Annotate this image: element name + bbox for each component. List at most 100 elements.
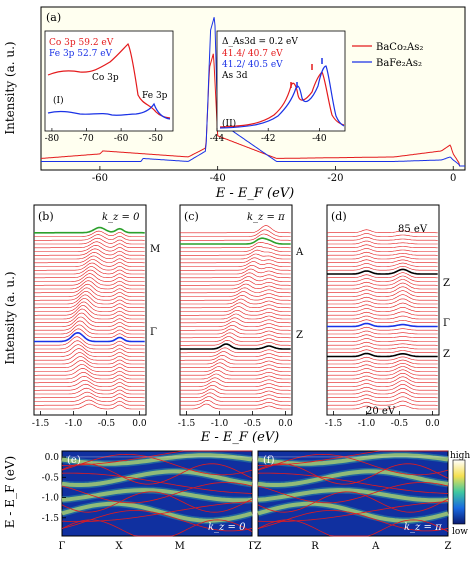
edc-curve <box>180 403 291 410</box>
edc-curve <box>180 332 291 339</box>
inset-xtick-label: -60 <box>114 134 129 144</box>
edc-curve <box>327 405 438 410</box>
edc-curve <box>34 380 145 387</box>
edc-curve <box>34 375 145 384</box>
edc-curve <box>34 403 145 410</box>
edc-curve <box>327 279 438 286</box>
edc-curve <box>34 399 145 406</box>
edc-curve <box>327 248 438 252</box>
panel-c-label-a: A <box>295 247 304 258</box>
edc-curve <box>327 259 438 264</box>
edc-curve <box>327 282 438 290</box>
edc-ylabel: Intensity (a. u.) <box>3 271 17 364</box>
edc-curve <box>180 325 291 331</box>
edc-curve <box>180 336 291 342</box>
edc-curve <box>327 302 438 309</box>
edc-curve <box>180 351 291 357</box>
edc-curve <box>327 322 438 328</box>
edc-curve <box>327 286 438 294</box>
calc-band-line <box>61 472 253 494</box>
edc-curve <box>34 336 145 346</box>
edc-curve <box>180 317 291 324</box>
band-glow <box>257 467 449 489</box>
calc-band-line <box>257 510 449 532</box>
edc-curve <box>180 261 291 267</box>
edc-curve <box>327 384 438 391</box>
edc-curve <box>34 234 145 241</box>
edc-curve <box>34 298 145 309</box>
edc-curve <box>327 326 438 331</box>
edc-curve <box>327 262 438 267</box>
edc-curve <box>180 272 291 279</box>
panel-e-kz: k_z = 0 <box>208 522 246 533</box>
edc-xtick-label: -1.0 <box>65 419 83 429</box>
inset-i-fe3p-label: Fe 3p <box>142 91 168 101</box>
edc-curve <box>327 359 438 365</box>
edc-curve <box>34 301 145 312</box>
inset-i-label: (I) <box>53 95 64 106</box>
edc-curve <box>34 294 145 305</box>
edc-curve <box>34 280 145 290</box>
edc-curve <box>180 229 291 237</box>
k-point-label: Γ <box>249 541 256 552</box>
edc-xtick-label: -0.5 <box>98 419 116 429</box>
edc-curve <box>180 241 291 249</box>
edc-curve <box>34 273 145 282</box>
edc-curve <box>34 331 145 343</box>
edc-curve <box>327 388 438 395</box>
panel-a-xtick-label: -20 <box>327 173 343 184</box>
inset-xtick-label: -40 <box>312 134 327 144</box>
edc-curve <box>180 245 291 252</box>
edc-curve <box>34 356 145 365</box>
edc-curve <box>327 373 438 380</box>
edc-curve <box>180 298 291 305</box>
edc-curve <box>180 366 291 372</box>
panel-d-label: (d) <box>331 210 347 223</box>
edc-curve <box>34 344 145 354</box>
colorbar-high: high <box>450 451 470 461</box>
k-point-label: R <box>311 541 319 552</box>
edc-curve <box>327 233 438 237</box>
inset-i-red-curve <box>47 42 171 119</box>
edc-curve <box>327 338 438 342</box>
panel-a-xtick-label: -60 <box>92 173 108 184</box>
edc-curve <box>180 388 291 395</box>
inset-ii-delta: Δ_As3d = 0.2 eV <box>222 37 298 47</box>
panel-c-kz: k_z = π <box>247 212 285 223</box>
panel-c-xticks: -1.5 -1.0 -0.5 0.0 <box>178 411 293 429</box>
edc-curve <box>327 334 438 339</box>
edc-curve <box>34 269 145 279</box>
edc-curve <box>180 287 291 294</box>
edc-curve <box>180 321 291 327</box>
edc-curve <box>180 392 291 399</box>
edc-curve <box>327 236 438 241</box>
edc-curve <box>34 368 145 376</box>
inset-xtick-label: -80 <box>45 134 60 144</box>
k-point-label: Z <box>255 541 262 552</box>
legend-bafe2as2: BaFe₂As₂ <box>376 58 422 69</box>
edc-curve <box>327 298 438 305</box>
calc-band-line <box>62 450 252 466</box>
edc-curve <box>327 294 438 301</box>
panel-b-label-gamma: Γ <box>150 327 157 338</box>
calc-band-line <box>257 519 449 537</box>
panel-d-label-z1: Z <box>443 278 450 289</box>
colorbar-gradient <box>452 459 466 525</box>
panel-c-label: (c) <box>184 210 199 223</box>
edc-curve <box>180 283 291 290</box>
series-baco2as2-line <box>41 53 465 167</box>
inset-i: Co 3p 59.2 eV Fe 3p 52.7 eV Co 3p Fe 3p … <box>44 30 174 144</box>
edc-curve <box>327 319 438 324</box>
edc-curve <box>34 287 145 297</box>
inset-i-co3p-label: Co 3p <box>92 73 119 83</box>
k-point-label: A <box>371 541 380 552</box>
panel-a-xlabel: E - E_F (eV) <box>215 186 295 201</box>
legend-baco2as2: BaCo₂As₂ <box>376 42 423 53</box>
calc-band-line <box>257 453 449 476</box>
edc-curve <box>33 320 145 331</box>
edc-curve <box>180 310 291 316</box>
edc-xtick-label: -0.5 <box>391 419 409 429</box>
edc-curve <box>180 302 291 309</box>
